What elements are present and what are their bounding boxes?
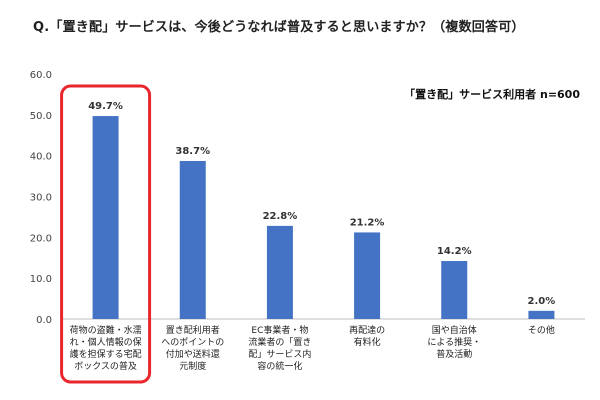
category-label: による推奨・ [427,336,481,348]
data-label: 49.7% [88,101,123,112]
data-label: 21.2% [350,217,385,228]
category-label: 配」サービス内 [248,348,311,360]
category-label: 有料化 [354,336,381,348]
category-label: れ・個人情報の保 [70,336,142,348]
category-label: へのポイントの [161,337,224,348]
category-label: 流業者の「置き [248,336,311,348]
category-label: EC事業者・物 [251,324,308,336]
data-label: 38.7% [175,146,210,157]
category-label: ボックスの普及 [74,360,137,372]
y-tick-label: 50.0 [30,111,52,122]
bar [179,160,206,319]
chart-subtitle: 「置き配」サービス利用者 n=600 [404,87,580,101]
category-label: 普及活動 [436,348,472,360]
data-label: 22.8% [263,211,298,222]
category-label: 荷物の盗難・水濡 [70,324,142,336]
category-label: 再配達の [349,324,385,336]
bar [266,225,293,319]
y-tick-label: 20.0 [30,233,52,244]
category-label: 元制度 [179,360,206,372]
y-tick-label: 0.0 [36,315,52,326]
category-label: その他 [528,324,555,336]
bar [92,116,119,319]
category-label: 置き配利用者 [166,324,220,336]
y-tick-label: 30.0 [30,193,52,204]
category-label: 護を担保する宅配 [70,348,142,360]
bar [441,261,468,319]
bar [354,232,381,319]
category-label: 容の統一化 [257,360,302,372]
highlight-frame [60,84,152,384]
category-label: 付加や送料還 [166,348,220,360]
y-tick-label: 60.0 [30,70,52,81]
y-tick-label: 40.0 [30,152,52,163]
data-label: 14.2% [437,246,472,257]
bar [528,310,555,319]
data-label: 2.0% [528,296,556,307]
chart-title: Q.「置き配」サービスは、今後どうなれば普及すると思いますか？（複数回答可） [33,20,525,35]
y-tick-label: 10.0 [30,274,52,285]
category-label: 国や自治体 [432,324,477,336]
